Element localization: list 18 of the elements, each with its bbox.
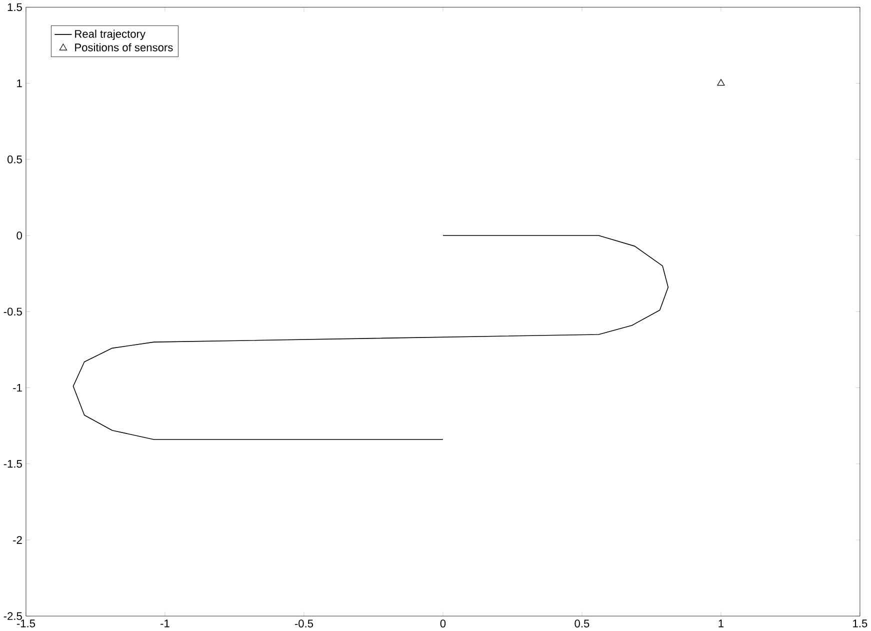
y-tick-label: -2: [13, 536, 22, 544]
x-tick-label: -0.5: [294, 620, 314, 628]
x-tick-label: -1: [160, 620, 170, 628]
y-tick-label: -2.5: [4, 612, 22, 620]
legend-label: Real trajectory: [75, 30, 146, 40]
y-tick-label: 1: [17, 80, 22, 88]
x-tick-label: 0: [440, 620, 446, 628]
x-tick-label: 1.5: [853, 620, 868, 628]
x-tick-label: 1: [718, 620, 724, 628]
y-tick-label: -1: [13, 384, 22, 392]
legend-label: Positions of sensors: [75, 43, 173, 52]
y-tick-label: 0.5: [7, 156, 22, 164]
y-tick-label: -1.5: [4, 460, 22, 468]
x-tick-label: 0.5: [574, 620, 590, 628]
y-tick-label: 1.5: [8, 3, 22, 12]
y-tick-label: -0.5: [4, 308, 22, 316]
y-tick-label: 0: [16, 232, 22, 240]
line-series: [72, 235, 669, 440]
